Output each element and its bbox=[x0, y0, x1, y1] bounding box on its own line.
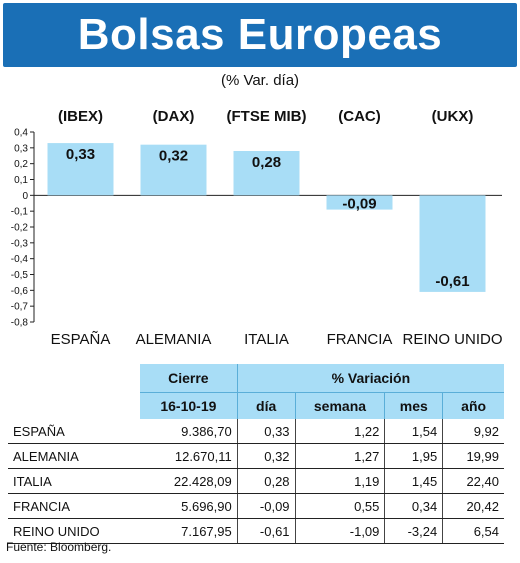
title-banner: Bolsas Europeas bbox=[3, 3, 517, 67]
row-ano: 9,92 bbox=[442, 419, 504, 444]
row-ano: 22,40 bbox=[442, 468, 504, 494]
row-semana: 0,55 bbox=[294, 493, 385, 519]
header-empty-2 bbox=[8, 392, 140, 419]
bar bbox=[233, 151, 300, 196]
y-tick-label: 0,3 bbox=[14, 143, 28, 154]
row-semana: 1,22 bbox=[294, 419, 385, 444]
category-label: FRANCIA bbox=[327, 331, 393, 348]
table-row: FRANCIA 5.696,90 -0,09 0,55 0,34 20,42 bbox=[8, 493, 504, 519]
data-label: 0,28 bbox=[252, 154, 281, 171]
header-ano: año bbox=[442, 392, 504, 419]
data-label: -0,61 bbox=[435, 273, 469, 290]
header-semana: semana bbox=[294, 392, 385, 419]
table-row: ESPAÑA 9.386,70 0,33 1,22 1,54 9,92 bbox=[8, 419, 504, 444]
row-name: ITALIA bbox=[8, 468, 140, 494]
header-date: 16-10-19 bbox=[140, 392, 238, 419]
header-empty bbox=[8, 364, 140, 393]
bar-chart: 0,4 0,3 0,2 0,1 0 -0,1 -0,2 -0,3 -0,4 -0,5 -0,6 -0,… bbox=[11, 108, 503, 348]
row-dia: 0,32 bbox=[236, 443, 296, 469]
market-table: Cierre % Variación 16-10-19 día semana m… bbox=[8, 364, 504, 544]
row-name: ESPAÑA bbox=[8, 419, 140, 444]
bar bbox=[47, 143, 114, 196]
data-label: 0,32 bbox=[159, 148, 188, 165]
row-semana: 1,27 bbox=[294, 443, 385, 469]
row-ano: 19,99 bbox=[442, 443, 504, 469]
category-label: ESPAÑA bbox=[51, 331, 111, 348]
row-cierre: 12.670,11 bbox=[140, 443, 238, 469]
bar bbox=[326, 195, 393, 210]
bar bbox=[419, 195, 486, 292]
y-tick-label: 0 bbox=[22, 191, 28, 202]
y-tick-label: -0,7 bbox=[11, 302, 29, 313]
row-dia: -0,09 bbox=[236, 493, 296, 519]
row-name: ALEMANIA bbox=[8, 443, 140, 469]
index-label: (UKX) bbox=[432, 108, 474, 125]
table-row: ITALIA 22.428,09 0,28 1,19 1,45 22,40 bbox=[8, 468, 504, 494]
data-label: -0,09 bbox=[342, 196, 376, 213]
chart-title: Bolsas Europeas bbox=[77, 10, 443, 59]
table-row: REINO UNIDO 7.167,95 -0,61 -1,09 -3,24 6… bbox=[8, 518, 504, 544]
index-label: (FTSE MIB) bbox=[227, 108, 307, 125]
row-name: REINO UNIDO bbox=[8, 518, 140, 544]
y-tick-label: -0,8 bbox=[11, 318, 29, 329]
row-cierre: 5.696,90 bbox=[140, 493, 238, 519]
table-header-row-1: Cierre % Variación bbox=[8, 364, 504, 393]
chart-subtitle: (% Var. día) bbox=[220, 72, 300, 89]
index-label: (DAX) bbox=[153, 108, 195, 125]
row-dia: 0,28 bbox=[236, 468, 296, 494]
row-cierre: 7.167,95 bbox=[140, 518, 238, 544]
row-semana: 1,19 bbox=[294, 468, 385, 494]
index-label: (CAC) bbox=[338, 108, 381, 125]
row-mes: -3,24 bbox=[384, 518, 443, 544]
row-ano: 20,42 bbox=[442, 493, 504, 519]
header-variacion: % Variación bbox=[236, 364, 504, 393]
category-label: ITALIA bbox=[244, 331, 289, 348]
row-mes: 1,45 bbox=[384, 468, 443, 494]
index-label: (IBEX) bbox=[58, 108, 103, 125]
table-header-row-2: 16-10-19 día semana mes año bbox=[8, 392, 504, 419]
y-tick-label: 0,4 bbox=[14, 128, 28, 139]
row-mes: 0,34 bbox=[384, 493, 443, 519]
row-cierre: 22.428,09 bbox=[140, 468, 238, 494]
y-tick-label: -0,6 bbox=[11, 286, 29, 297]
y-tick-label: -0,1 bbox=[11, 207, 29, 218]
category-label: ALEMANIA bbox=[136, 331, 212, 348]
y-tick-label: -0,4 bbox=[11, 254, 29, 265]
bar bbox=[140, 144, 207, 196]
header-cierre: Cierre bbox=[140, 364, 238, 393]
row-name: FRANCIA bbox=[8, 493, 140, 519]
y-tick-label: -0,2 bbox=[11, 223, 29, 234]
table-row: ALEMANIA 12.670,11 0,32 1,27 1,95 19,99 bbox=[8, 443, 504, 469]
header-dia: día bbox=[236, 392, 296, 419]
y-tick-label: 0,1 bbox=[14, 175, 28, 186]
y-tick-label: 0,2 bbox=[14, 159, 28, 170]
y-tick-label: -0,5 bbox=[11, 270, 29, 281]
row-dia: 0,33 bbox=[236, 419, 296, 444]
row-cierre: 9.386,70 bbox=[140, 419, 238, 444]
y-tick-label: -0,3 bbox=[11, 238, 29, 249]
row-dia: -0,61 bbox=[236, 518, 296, 544]
header-mes: mes bbox=[384, 392, 443, 419]
row-semana: -1,09 bbox=[294, 518, 385, 544]
category-label: REINO UNIDO bbox=[402, 331, 502, 348]
source-note: Fuente: Bloomberg. bbox=[6, 540, 112, 554]
data-label: 0,33 bbox=[66, 146, 95, 163]
row-mes: 1,54 bbox=[384, 419, 443, 444]
row-mes: 1,95 bbox=[384, 443, 443, 469]
row-ano: 6,54 bbox=[442, 518, 504, 544]
